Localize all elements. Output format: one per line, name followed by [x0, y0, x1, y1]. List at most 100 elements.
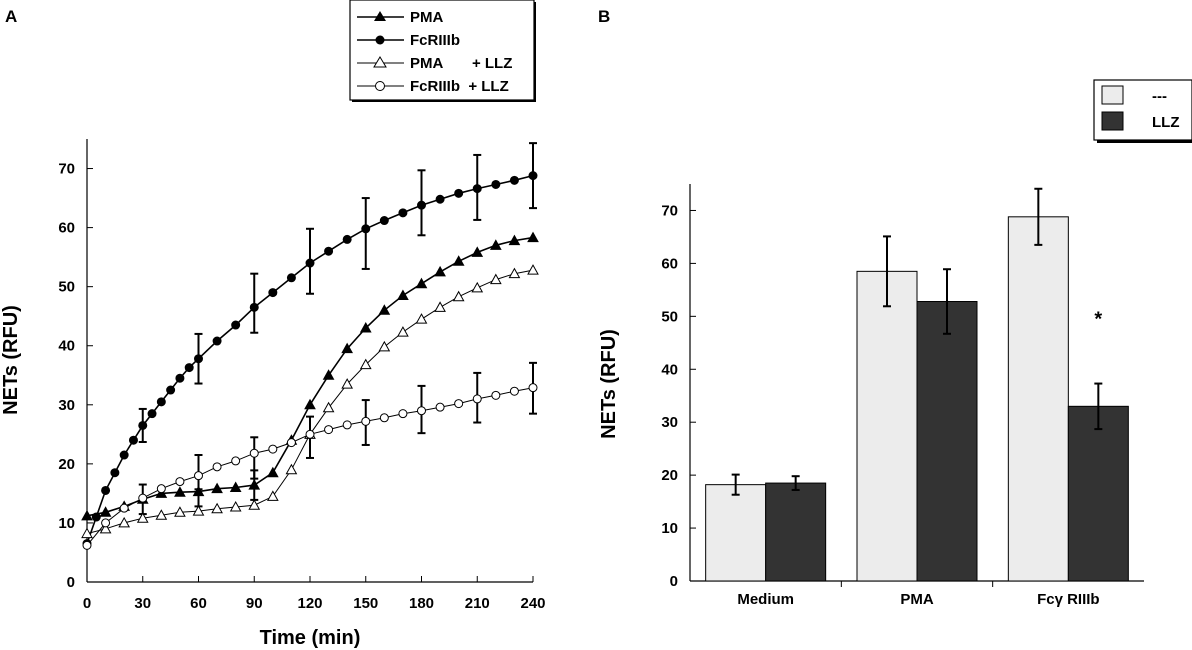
legend-a-marker-2	[373, 56, 387, 68]
a-point-3	[324, 425, 334, 435]
legend-b-label-1: LLZ	[1152, 114, 1180, 131]
a-point-2	[248, 499, 261, 510]
y-axis-title-a: NETs (RFU)	[0, 305, 22, 415]
a-point-0	[434, 265, 446, 277]
a-point-3	[305, 429, 315, 439]
a-y-tick-label: 30	[58, 397, 75, 414]
a-point-1	[184, 363, 194, 373]
a-y-tick-label: 40	[58, 338, 75, 355]
a-point-2	[415, 313, 428, 324]
legend-a-marker-0	[374, 11, 386, 21]
a-point-2	[322, 401, 335, 413]
a-point-3	[119, 503, 129, 513]
a-point-2	[118, 516, 131, 528]
a-point-0	[229, 481, 242, 492]
legend-a-label-2: PMA + LLZ	[410, 55, 512, 72]
a-point-1	[194, 354, 203, 364]
a-point-1	[417, 200, 426, 210]
a-x-tick-label: 180	[409, 595, 434, 612]
a-point-2	[471, 281, 484, 293]
b-significance-mark: *	[1094, 309, 1102, 331]
a-point-3	[212, 462, 222, 472]
a-point-1	[324, 246, 334, 256]
a-point-1	[472, 184, 482, 194]
a-y-tick-label: 50	[58, 279, 75, 296]
a-point-1	[147, 409, 157, 419]
b-y-tick-label: 40	[661, 361, 678, 378]
a-point-3	[379, 413, 389, 423]
a-point-1	[101, 485, 111, 495]
b-bar	[916, 301, 978, 582]
a-point-2	[378, 340, 391, 352]
a-point-0	[359, 321, 372, 333]
a-point-0	[248, 479, 261, 490]
legend-a-label-1: FcRIIIb	[410, 32, 460, 49]
a-point-2	[155, 509, 168, 520]
a-x-tick-label: 0	[83, 595, 91, 612]
a-point-1	[286, 273, 296, 283]
panel-label-b: B	[598, 7, 610, 26]
a-point-3	[249, 448, 259, 458]
a-point-0	[471, 246, 484, 257]
a-point-1	[361, 224, 371, 234]
a-point-2	[266, 490, 279, 501]
a-point-1	[119, 450, 129, 460]
a-point-1	[491, 179, 501, 189]
bar-chart-b: 0 10 20 30 40 50 60 70 * Medium PMA Fcγ RIIIb NET…	[598, 79, 1192, 608]
a-point-1	[156, 397, 166, 407]
a-point-2	[359, 358, 372, 370]
a-point-2	[211, 502, 223, 514]
a-x-tick-label: 150	[353, 595, 378, 612]
b-y-tick-label: 0	[670, 573, 678, 590]
a-point-3	[286, 438, 296, 448]
panel-label-a: A	[5, 7, 17, 26]
a-x-tick-label: 60	[190, 595, 207, 612]
a-point-3	[361, 416, 371, 426]
a-point-0	[266, 466, 279, 478]
a-point-2	[192, 505, 205, 516]
b-y-tick-label: 10	[661, 520, 678, 537]
a-point-3	[268, 444, 278, 454]
b-category-label: PMA	[900, 591, 934, 608]
a-point-1	[342, 234, 352, 244]
a-y-tick-label: 20	[58, 456, 75, 473]
a-point-3	[509, 386, 519, 396]
b-bar	[765, 482, 827, 582]
a-x-tick-label: 240	[520, 595, 545, 612]
a-point-3	[398, 409, 408, 419]
a-y-tick-label: 70	[58, 161, 75, 178]
a-point-0	[527, 231, 539, 243]
b-y-tick-label: 60	[661, 255, 678, 272]
a-point-0	[211, 482, 223, 494]
a-point-2	[434, 301, 446, 312]
legend-b-swatch-1	[1101, 111, 1124, 131]
a-x-tick-label: 210	[465, 595, 490, 612]
a-x-tick-label: 30	[134, 595, 151, 612]
a-point-0	[489, 239, 502, 250]
b-bar	[705, 484, 767, 582]
a-point-1	[128, 435, 138, 445]
legend-b-label-0: ---	[1152, 88, 1167, 105]
a-point-0	[81, 509, 93, 521]
a-point-3	[491, 390, 501, 400]
a-point-2	[452, 290, 465, 302]
a-point-1	[305, 258, 315, 268]
line-chart-a: 0 10 20 30 40 50 60 70 0 30 60 90 120 150 180 210 240 T…	[0, 0, 546, 649]
b-category-label: Fcγ RIIIb	[1037, 591, 1100, 608]
a-point-1	[454, 188, 464, 198]
legend-a: PMA FcRIIIb PMA + LLZ FcRIIIb + LLZ	[349, 0, 536, 102]
a-point-2	[489, 273, 502, 285]
a-point-2	[341, 378, 354, 389]
a-point-1	[91, 512, 101, 522]
a-point-1	[249, 302, 259, 312]
a-point-3	[175, 477, 185, 487]
a-point-3	[231, 456, 241, 466]
legend-a-label-3: FcRIIIb + LLZ	[410, 78, 509, 95]
b-bar	[1007, 216, 1069, 582]
a-point-3	[454, 399, 464, 409]
a-point-3	[472, 394, 482, 404]
a-point-1	[110, 468, 120, 478]
a-point-2	[527, 264, 539, 275]
a-point-3	[435, 402, 445, 412]
